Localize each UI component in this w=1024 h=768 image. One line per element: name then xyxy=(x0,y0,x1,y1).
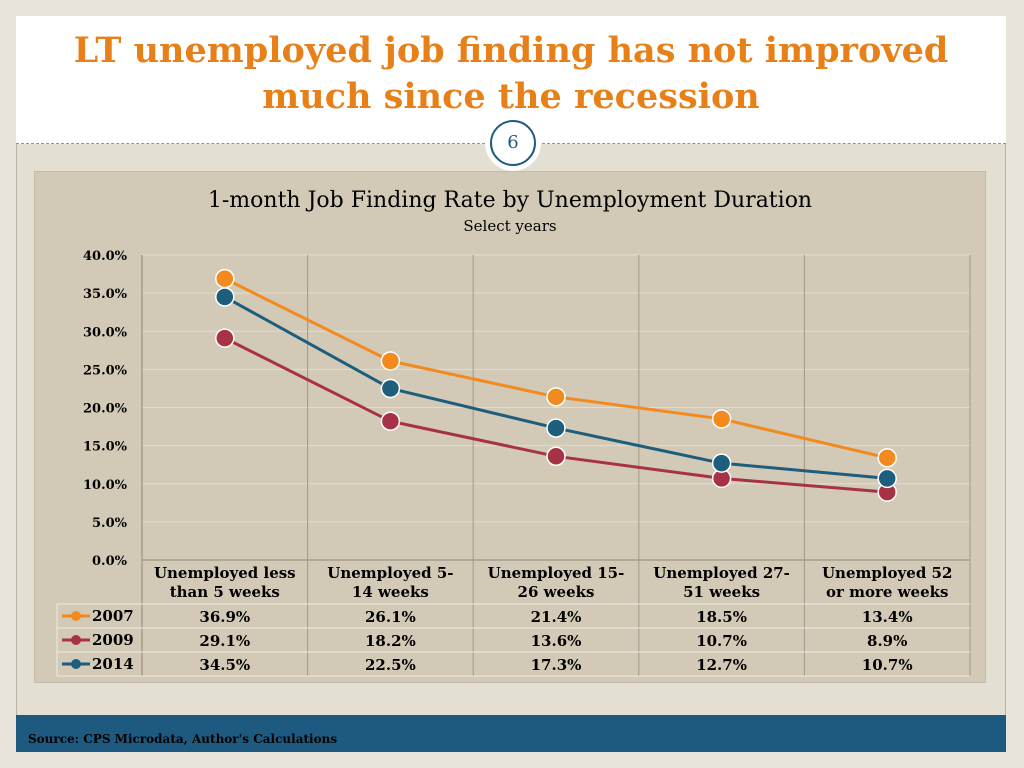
slide-title: LT unemployed job finding has not improv… xyxy=(73,30,949,117)
footer-source: Source: CPS Microdata, Author's Calculat… xyxy=(28,732,338,746)
footer-bar xyxy=(16,715,1006,752)
chart-panel xyxy=(34,171,986,683)
page-number-badge: 6 xyxy=(490,120,536,166)
